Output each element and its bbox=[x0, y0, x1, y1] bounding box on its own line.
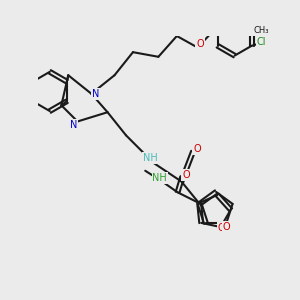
Text: NH: NH bbox=[143, 153, 158, 164]
Text: N: N bbox=[92, 89, 99, 99]
Text: O: O bbox=[196, 39, 204, 49]
Text: O: O bbox=[218, 223, 225, 233]
Text: Cl: Cl bbox=[257, 37, 266, 47]
Text: O: O bbox=[223, 222, 230, 232]
Text: O: O bbox=[193, 144, 201, 154]
Text: NH: NH bbox=[152, 173, 167, 184]
Text: CH₃: CH₃ bbox=[254, 26, 269, 34]
Text: O: O bbox=[182, 170, 190, 180]
Text: N: N bbox=[70, 119, 77, 130]
